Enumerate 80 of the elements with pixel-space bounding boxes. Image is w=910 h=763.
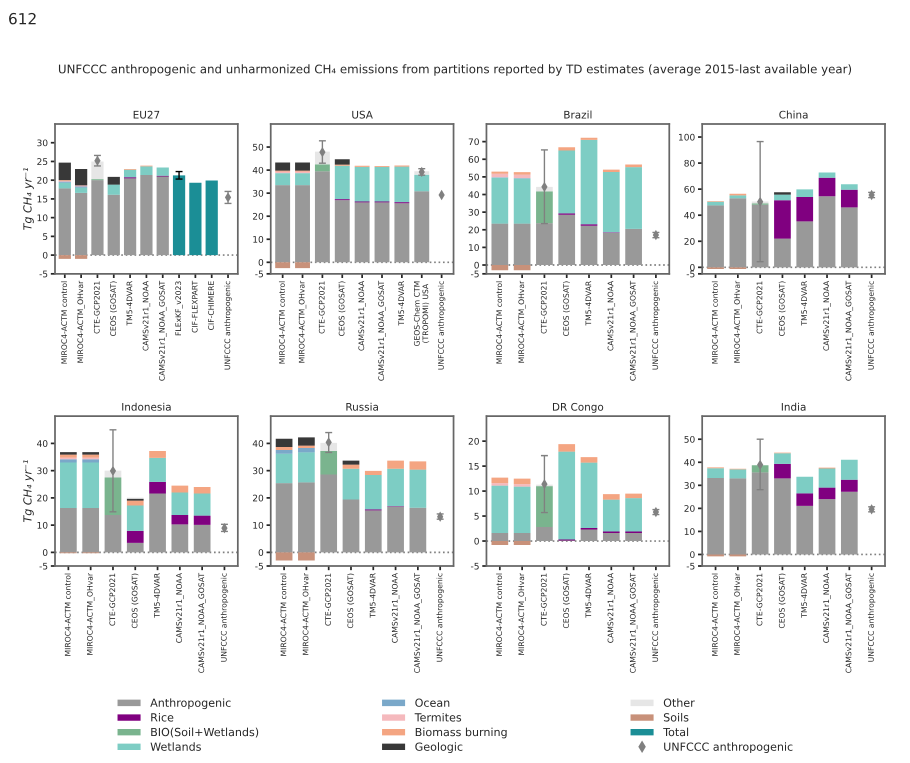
y-tick-label: 40 xyxy=(684,459,695,466)
y-tick-label: 20 xyxy=(37,494,48,502)
y-tick-label: -5 xyxy=(39,270,48,278)
y-axis-title: Tg CH₄ yr⁻¹ xyxy=(23,168,34,230)
y-tick-label: 10 xyxy=(38,214,48,222)
y-tick-label: 0 xyxy=(474,262,479,269)
y-tick-label: 10 xyxy=(253,522,264,529)
chart-title: India xyxy=(782,402,806,411)
y-tick-label: 10 xyxy=(684,528,695,535)
y-tick-label: 20 xyxy=(468,226,479,234)
y-tick-label: -5 xyxy=(470,270,479,278)
y-axis-title: Tg CH₄ yr⁻¹ xyxy=(23,460,34,522)
y-tick-label: 60 xyxy=(684,186,695,193)
y-tick-label: 0 xyxy=(258,259,264,266)
y-tick-label: 20 xyxy=(37,176,48,184)
legend-label: Ocean xyxy=(415,698,450,707)
y-tick-label: 20 xyxy=(468,438,479,445)
chart-title: USA xyxy=(352,110,373,119)
y-tick-label: 50 xyxy=(468,174,479,180)
y-tick-label: 50 xyxy=(252,144,264,151)
y-tick-label: 10 xyxy=(38,522,48,529)
y-tick-label: 30 xyxy=(252,467,264,474)
y-tick-label: 50 xyxy=(684,436,695,443)
chart-title: EU27 xyxy=(134,110,160,119)
y-tick-label: -5 xyxy=(255,270,263,278)
y-tick-label: 30 xyxy=(252,190,264,197)
y-tick-label: 20 xyxy=(252,494,264,502)
y-tick-label: 10 xyxy=(469,244,479,251)
legend-label: Total xyxy=(663,728,688,736)
y-tick-label: 10 xyxy=(253,236,264,243)
y-tick-label: 5 xyxy=(43,233,48,240)
y-tick-label: -5 xyxy=(255,562,263,570)
y-tick-label: 25 xyxy=(37,158,48,166)
y-tick-label: 0 xyxy=(42,549,48,556)
y-tick-label: -5 xyxy=(686,270,694,278)
legend-label: Geologic xyxy=(415,742,462,753)
chart-title: Indonesia xyxy=(122,402,171,411)
y-tick-label: 80 xyxy=(684,160,695,167)
chart-title: Russia xyxy=(346,402,378,411)
y-tick-label: 40 xyxy=(252,440,264,447)
y-tick-label: 20 xyxy=(684,505,695,512)
legend-label: BIO(Soil+Wetlands) xyxy=(151,728,258,738)
y-tick-label: 0 xyxy=(474,538,479,545)
y-tick-label: 15 xyxy=(469,462,479,470)
y-tick-label: 15 xyxy=(38,196,48,202)
legend-label: Anthropogenic xyxy=(150,698,231,710)
y-tick-label: 40 xyxy=(252,166,264,174)
y-tick-label: 0 xyxy=(258,549,264,556)
chart-title: China xyxy=(779,110,808,119)
legend-label: Soils xyxy=(664,712,688,722)
y-tick-label: 70 xyxy=(468,138,479,146)
y-tick-label: 60 xyxy=(468,156,479,163)
legend-label: Biomass burning xyxy=(416,728,507,738)
y-tick-label: 10 xyxy=(469,488,479,495)
y-tick-label: 20 xyxy=(684,238,695,245)
y-tick-label: 40 xyxy=(37,440,48,447)
y-tick-label: -5 xyxy=(39,562,48,570)
legend-label: Termites xyxy=(414,712,462,722)
legend-label: UNFCCC anthropogenic xyxy=(664,742,792,753)
y-tick-label: 20 xyxy=(252,212,264,220)
y-tick-label: 100 xyxy=(678,134,695,141)
y-tick-label: -5 xyxy=(686,562,694,570)
y-tick-label: 0 xyxy=(42,252,48,259)
legend-label: Other xyxy=(664,698,695,707)
y-tick-label: 30 xyxy=(37,467,48,474)
legend-label: Wetlands xyxy=(150,742,201,751)
y-tick-label: 30 xyxy=(468,208,479,216)
text: UNFCCC anthropogenic and unharmonized CH₄ emissions from partitions reported by TD estimates (average 2015-last available year) xyxy=(58,64,852,76)
y-tick-label: 30 xyxy=(684,482,695,489)
y-tick-label: 0 xyxy=(690,264,695,271)
chart-title: DR Congo xyxy=(552,402,604,413)
chart-title: Brazil xyxy=(564,110,592,119)
y-tick-label: 30 xyxy=(37,139,48,146)
text: 612 xyxy=(9,12,36,24)
y-tick-label: 40 xyxy=(684,212,695,219)
y-tick-label: 5 xyxy=(474,512,479,520)
y-tick-label: 0 xyxy=(690,551,695,558)
y-tick-label: -5 xyxy=(470,562,479,570)
legend-label: Rice xyxy=(151,712,174,722)
y-tick-label: 40 xyxy=(468,191,479,198)
